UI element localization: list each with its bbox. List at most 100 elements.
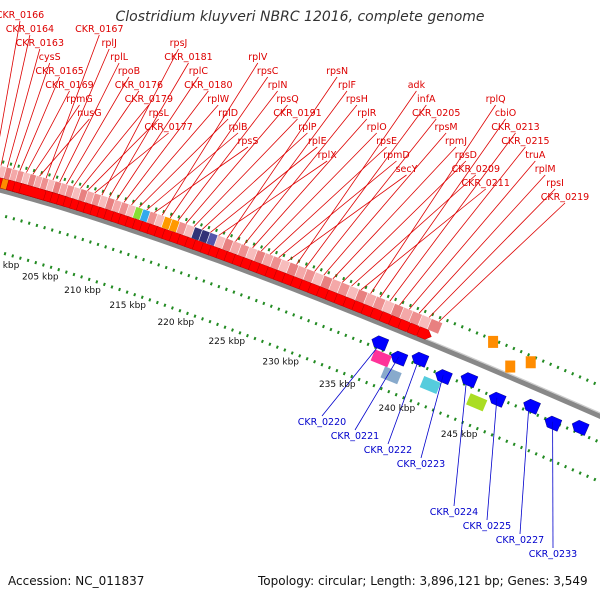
forward-gene-label: rpsJ (170, 38, 188, 49)
reverse-gene-arrow (459, 371, 478, 388)
forward-gene-label: rplW (207, 94, 230, 105)
forward-gene-label: cysS (39, 52, 61, 63)
forward-gene-label: CKR_0209 (452, 164, 500, 175)
forward-gene-label: rplC (189, 66, 209, 77)
forward-gene-label: nusG (77, 108, 101, 119)
backbone (0, 182, 600, 425)
forward-gene-label: rplM (535, 164, 556, 175)
forward-gene-label: CKR_0179 (125, 94, 173, 105)
forward-gene-label: CKR_0165 (35, 66, 83, 77)
accession-text: Accession: NC_011837 (8, 574, 144, 588)
forward-gene-label: rpsS (237, 136, 258, 147)
forward-feature-block (505, 361, 515, 373)
forward-gene-label: rpsD (455, 150, 477, 161)
genome-title: Clostridium kluyveri NBRC 12016, complet… (0, 9, 600, 25)
forward-gene-label: infA (417, 94, 436, 105)
forward-label-leader (219, 161, 328, 235)
forward-label-leader (429, 189, 555, 317)
forward-gene-label: rpsI (546, 178, 564, 189)
forward-gene-label: rplD (218, 108, 238, 119)
forward-gene-label: rpmJ (445, 136, 467, 147)
forward-label-leader (333, 147, 456, 279)
forward-feature-block (526, 356, 536, 368)
forward-gene-label: rplJ (102, 38, 117, 49)
forward-gene-label: rpsE (376, 136, 397, 147)
forward-gene-label: CKR_0219 (541, 192, 589, 203)
forward-gene-label: CKR_0205 (412, 108, 460, 119)
forward-gene-label: adk (408, 80, 426, 91)
reverse-gene-arrow (410, 350, 429, 367)
forward-gene-label: rplE (308, 136, 327, 147)
forward-gene-label: CKR_0169 (45, 80, 93, 91)
forward-gene-label: CKR_0177 (144, 122, 192, 133)
forward-gene-label: rpsH (346, 94, 368, 105)
tick-ring (0, 208, 600, 447)
scale-tick-label: 240 kbp (379, 404, 416, 414)
forward-gene-label: CKR_0180 (184, 80, 232, 91)
backbone-line (0, 185, 600, 425)
scale-tick-label: 220 kbp (157, 318, 194, 328)
scale-tick-label: 235 kbp (319, 380, 356, 390)
forward-gene-label: rpsC (257, 66, 279, 77)
forward-gene-label: cbiO (495, 108, 516, 119)
reverse-label-leader (487, 398, 497, 520)
forward-gene-label: CKR_0164 (6, 24, 54, 35)
reverse-gene-label: CKR_0224 (430, 507, 478, 518)
forward-gene-label: CKR_0181 (164, 52, 212, 63)
reverse-gene-label: CKR_0225 (463, 521, 511, 532)
forward-gene-label: rplQ (486, 94, 506, 105)
reverse-label-leader (355, 357, 399, 430)
reverse-gene-label: CKR_0221 (331, 431, 379, 442)
reverse-feature-block (466, 393, 487, 411)
forward-gene-label: rpmD (383, 150, 410, 161)
genes (0, 162, 589, 435)
forward-gene-label: rplB (228, 122, 247, 133)
reverse-gene-label: CKR_0222 (364, 445, 412, 456)
reverse-label-leader (454, 385, 466, 506)
reverse-gene-label: CKR_0233 (529, 549, 577, 560)
forward-label-leader (154, 147, 248, 213)
scale-tick-label: 225 kbp (208, 337, 245, 347)
reverse-gene-arrow (570, 418, 589, 435)
forward-label-leader (439, 203, 565, 322)
forward-gene-label: rplF (338, 80, 356, 91)
forward-gene-label: truA (525, 150, 546, 161)
forward-gene-label: rplV (248, 52, 268, 63)
forward-gene-label: rpoB (118, 66, 140, 77)
forward-gene-label: CKR_0167 (75, 24, 123, 35)
forward-gene-label: CKR_0215 (501, 136, 549, 147)
forward-feature-block (488, 336, 498, 348)
forward-label-leader (95, 133, 169, 193)
forward-gene-label: secY (396, 164, 418, 175)
forward-label-leader (270, 147, 387, 254)
forward-gene-label: rplP (298, 122, 317, 133)
forward-gene-label: rpsQ (276, 94, 298, 105)
genome-summary-text: Topology: circular; Length: 3,896,121 bp… (258, 574, 588, 588)
reverse-gene-arrow (521, 397, 540, 414)
forward-gene-label: rplO (367, 122, 387, 133)
reverse-gene-label: CKR_0223 (397, 459, 445, 470)
reverse-gene-arrow (542, 414, 561, 431)
forward-gene-label: rplR (357, 108, 377, 119)
forward-label-leader (419, 175, 545, 313)
forward-gene-label: rpsL (149, 108, 170, 119)
forward-gene-label: rpmG (66, 94, 93, 105)
forward-gene-label: rplL (110, 52, 129, 63)
scale-tick-label: 200 kbp (0, 261, 20, 271)
forward-gene-label: rplX (318, 150, 338, 161)
forward-gene-label: rplN (268, 80, 288, 91)
forward-gene-label: rpsN (326, 66, 348, 77)
reverse-gene-arrow (370, 334, 389, 351)
reverse-gene-label: CKR_0227 (496, 535, 544, 546)
scale-tick-label: 245 kbp (441, 430, 478, 440)
forward-gene-label: CKR_0163 (16, 38, 64, 49)
scale-tick-label: 230 kbp (262, 358, 299, 368)
reverse-gene-label: CKR_0220 (298, 417, 346, 428)
forward-gene-label: CKR_0191 (273, 108, 321, 119)
scale-tick-label: 205 kbp (22, 273, 59, 283)
scale-tick-label: 215 kbp (109, 301, 146, 311)
reverse-label-leader (520, 411, 529, 534)
forward-label-leader (132, 105, 219, 205)
